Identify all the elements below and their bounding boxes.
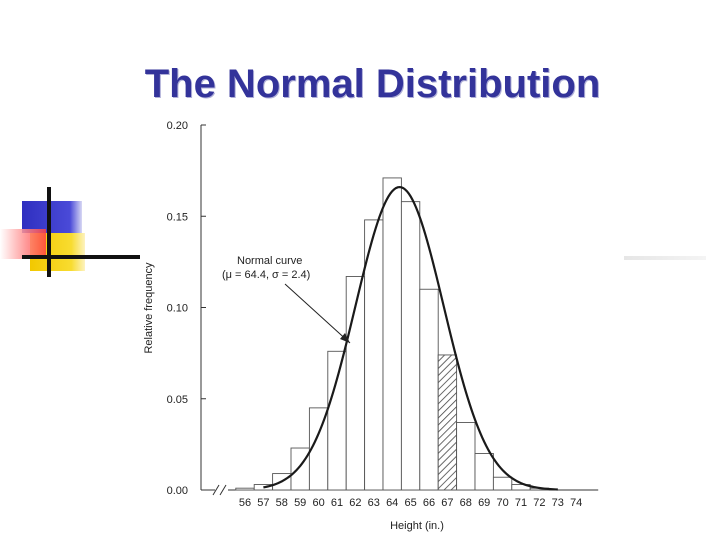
y-tick-label: 0.05 bbox=[167, 394, 188, 406]
histogram-bar bbox=[419, 288, 439, 491]
decor-blue-square bbox=[22, 201, 82, 233]
histogram-bar bbox=[382, 177, 402, 491]
slide-decoration bbox=[0, 187, 140, 277]
histogram-bar bbox=[235, 487, 255, 491]
x-tick-label: 73 bbox=[552, 497, 564, 509]
histogram-bar bbox=[492, 476, 513, 491]
x-tick-label: 65 bbox=[404, 497, 416, 509]
curve-annotation-line1: Normal curve bbox=[237, 255, 302, 267]
x-tick-label: 72 bbox=[533, 497, 545, 509]
curve-annotation-arrow bbox=[284, 283, 351, 344]
y-tick-label: 0.00 bbox=[167, 485, 188, 497]
histogram-bar bbox=[456, 422, 476, 491]
curve-annotation-arrowhead bbox=[340, 333, 350, 343]
decor-vertical-bar bbox=[47, 187, 51, 277]
x-tick-label: 69 bbox=[478, 497, 490, 509]
decor-horizontal-bar bbox=[22, 255, 140, 259]
x-tick-label: 66 bbox=[423, 497, 435, 509]
x-tick-label: 60 bbox=[312, 497, 324, 509]
x-tick-label: 58 bbox=[276, 497, 288, 509]
y-tick-label: 0.15 bbox=[167, 211, 188, 223]
x-tick-label: 67 bbox=[441, 497, 453, 509]
x-tick-label: 62 bbox=[349, 497, 361, 509]
y-axis-label: Relative frequency bbox=[143, 262, 155, 354]
x-tick-label: 70 bbox=[496, 497, 508, 509]
normal-curve bbox=[263, 185, 558, 491]
x-tick-label: 74 bbox=[570, 497, 582, 509]
y-tick-label: 0.20 bbox=[167, 120, 188, 132]
decor-red-square bbox=[0, 229, 46, 259]
x-tick-label: 61 bbox=[331, 497, 343, 509]
x-axis-break-mark bbox=[212, 484, 220, 496]
y-tick-label: 0.10 bbox=[167, 303, 188, 315]
x-tick-label: 63 bbox=[368, 497, 380, 509]
decor-right-rule bbox=[624, 256, 706, 260]
histogram-bar bbox=[400, 201, 421, 491]
histogram-bar-highlighted bbox=[437, 354, 458, 491]
histogram-bar bbox=[474, 453, 494, 491]
x-tick-label: 71 bbox=[515, 497, 527, 509]
curve-annotation-line2: (μ = 64.4, σ = 2.4) bbox=[222, 269, 310, 281]
x-tick-label: 68 bbox=[460, 497, 472, 509]
x-axis-label: Height (in.) bbox=[390, 520, 444, 532]
x-tick-label: 57 bbox=[257, 497, 269, 509]
x-tick-label: 59 bbox=[294, 497, 306, 509]
histogram-bar bbox=[327, 350, 347, 491]
x-tick-label: 56 bbox=[239, 497, 251, 509]
x-tick-label: 64 bbox=[386, 497, 398, 509]
histogram-bar bbox=[290, 447, 310, 491]
slide-title: The Normal Distribution bbox=[144, 62, 601, 106]
x-axis-break-mark bbox=[219, 484, 227, 496]
